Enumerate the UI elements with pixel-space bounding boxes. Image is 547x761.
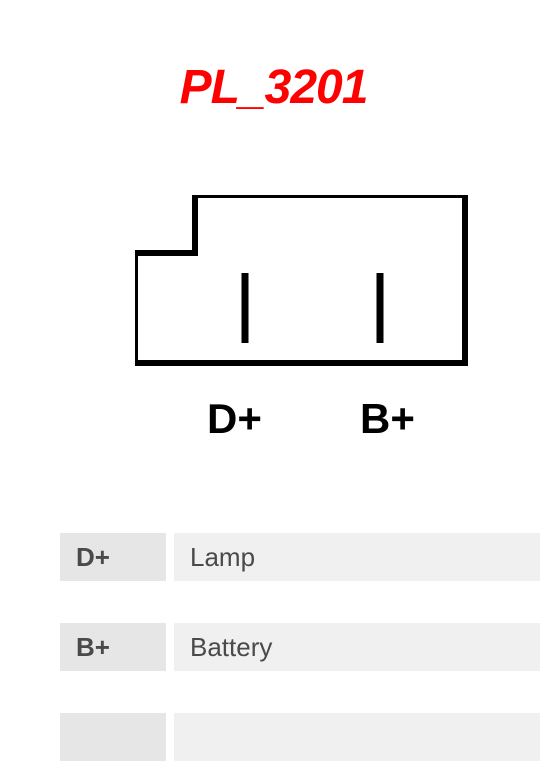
table-cell-val: Battery — [174, 623, 540, 671]
table-cell-val: Lamp — [174, 533, 540, 581]
table-cell-key: D+ — [60, 533, 166, 581]
table-row: D+ Lamp — [60, 533, 540, 581]
table-cell-val — [174, 713, 540, 761]
table-row — [60, 713, 540, 761]
connector-outline — [135, 195, 465, 363]
table-row: B+ Battery — [60, 623, 540, 671]
part-number-title: PL_3201 — [0, 60, 547, 115]
pin-label-b-plus: B+ — [360, 395, 415, 443]
table-cell-key — [60, 713, 166, 761]
table-cell-key: B+ — [60, 623, 166, 671]
connector-diagram — [135, 195, 475, 370]
pin-label-d-plus: D+ — [207, 395, 262, 443]
